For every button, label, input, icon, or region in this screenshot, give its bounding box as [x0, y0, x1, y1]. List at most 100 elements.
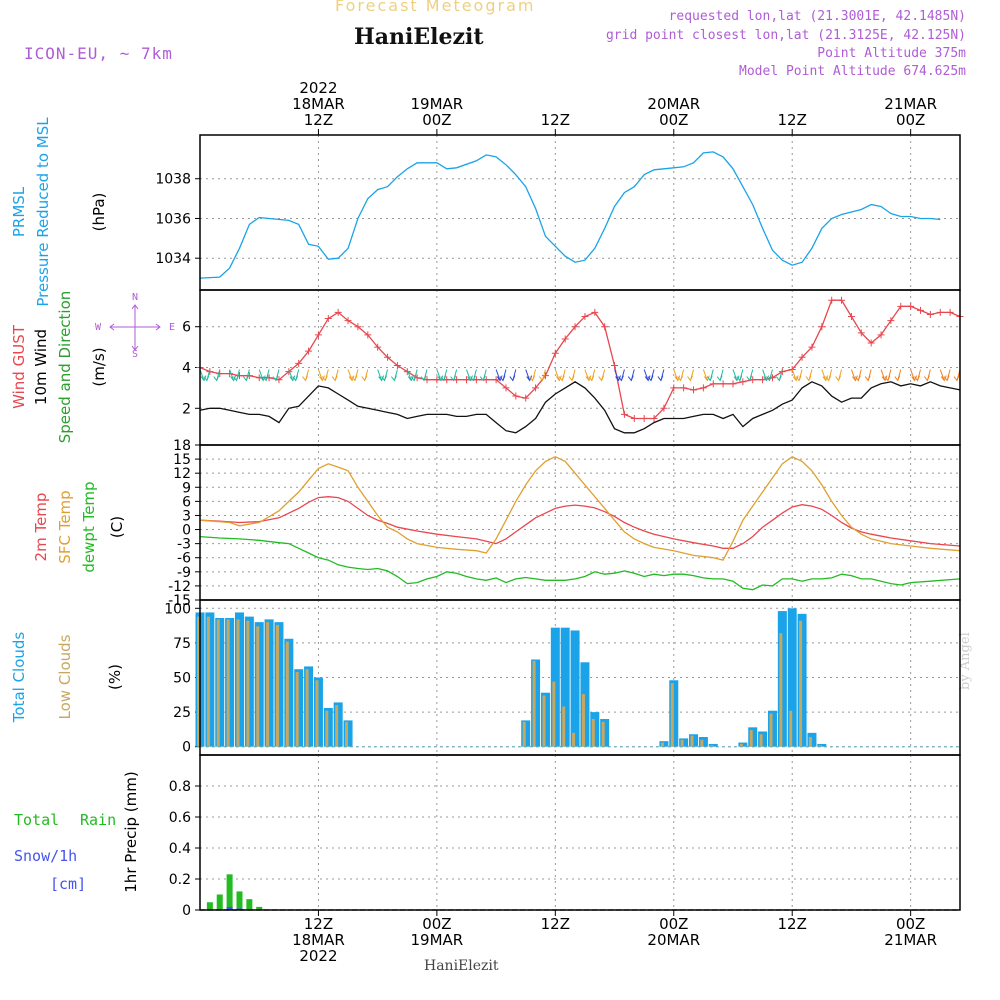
gust-marker — [324, 315, 332, 323]
wind-direction-arrow — [262, 369, 270, 382]
gust-marker — [245, 372, 253, 380]
y-tick-label: 6 — [182, 320, 191, 336]
wind-direction-arrow — [766, 369, 773, 382]
gust-marker — [344, 317, 352, 325]
series-line-sfc_temp — [199, 455, 961, 561]
gust-marker — [838, 296, 846, 304]
wind-direction-arrow — [643, 369, 651, 382]
y-tick-label: -3 — [177, 537, 191, 553]
wind-direction-arrow — [835, 369, 843, 382]
gust-marker — [285, 368, 293, 376]
time-label-bottom: 21MAR — [884, 931, 937, 949]
y-tick-label: 0.6 — [169, 810, 191, 826]
wind-direction-arrow — [479, 369, 487, 382]
wind-direction-arrow — [203, 369, 211, 382]
wind-direction-arrow — [775, 369, 783, 382]
cloud-bar-low — [572, 732, 576, 747]
cloud-bar-low — [345, 721, 349, 747]
gust-marker — [719, 380, 727, 388]
gust-marker — [936, 308, 944, 316]
cloud-bar-low — [335, 705, 339, 747]
compass-cross-icon — [109, 304, 161, 351]
gust-marker — [946, 308, 954, 316]
wind-direction-arrow — [657, 369, 665, 382]
gust-marker — [226, 370, 234, 378]
wind-direction-arrow — [292, 369, 300, 382]
cloud-bar-low — [710, 745, 714, 747]
wind-direction-arrow — [242, 369, 250, 382]
gust-marker — [581, 313, 589, 321]
cloud-bar-low — [779, 633, 783, 747]
precip-unit: 1hr Precip (mm) — [122, 771, 140, 892]
wind-direction-arrow — [939, 369, 947, 382]
wind-direction-arrow — [910, 369, 918, 382]
wind-direction-arrow — [347, 369, 355, 382]
y-tick-label: 4 — [182, 361, 191, 377]
wind-direction-arrow — [410, 369, 418, 382]
rain-bar — [256, 906, 263, 910]
y-tick-label: 2 — [182, 401, 191, 417]
wind-direction-arrow — [706, 369, 714, 382]
station-name: HaniElezit — [354, 24, 484, 50]
series-line-temp — [199, 496, 961, 549]
series-line-dewpt — [199, 535, 961, 591]
compass-n: N — [132, 292, 138, 303]
time-label-bottom: 00Z — [896, 915, 925, 933]
wind-direction-arrow — [469, 369, 477, 382]
gust-marker — [867, 339, 875, 347]
y-tick-label: 0.2 — [169, 872, 191, 888]
gust-marker — [778, 368, 786, 376]
wind-direction-arrow — [525, 369, 533, 382]
gust-marker — [926, 310, 934, 318]
y-tick-label: 18 — [173, 438, 191, 454]
panel-frame — [199, 754, 961, 911]
time-label-bottom: 20MAR — [647, 931, 700, 949]
y-tick-label: 1038 — [155, 172, 191, 188]
y-tick-label: 9 — [182, 480, 191, 496]
wind-direction-arrow — [702, 369, 710, 382]
y-tick-label: -12 — [168, 579, 191, 595]
rain-bar — [216, 894, 223, 910]
cloud-bar-low — [295, 671, 299, 747]
cloud-bar-low — [246, 620, 250, 747]
gust-marker — [334, 308, 342, 316]
cloud-bar-low — [522, 721, 526, 747]
gust-marker — [798, 353, 806, 361]
wind-direction-arrow — [321, 369, 329, 382]
wind-direction-arrow — [317, 369, 325, 382]
cloud-bar-low — [799, 620, 803, 747]
cloud-bar-low — [818, 745, 822, 747]
wind-direction-arrow — [288, 369, 296, 382]
gust-marker — [512, 392, 520, 400]
wind-direction-arrow — [229, 369, 237, 382]
gust-marker — [877, 331, 885, 339]
gust-marker — [314, 331, 322, 339]
gust-marker — [680, 384, 688, 392]
gust-marker — [235, 372, 243, 380]
cloud-bar-low — [601, 721, 605, 747]
time-label-bottom: 2022 — [299, 947, 337, 965]
wind-direction-arrow — [805, 369, 813, 382]
y-tick-label: -15 — [168, 593, 191, 609]
wind-direction-arrow — [598, 369, 606, 382]
wind-unit: (m/s) — [90, 347, 108, 386]
wind-direction-arrow — [213, 369, 221, 382]
cloud-total-label: Total Clouds — [10, 632, 28, 724]
gust-marker — [828, 296, 836, 304]
temp-unit: (C) — [108, 516, 126, 538]
gust-marker — [640, 414, 648, 422]
wind-direction-arrow — [406, 369, 414, 382]
gust-marker — [897, 302, 905, 310]
y-tick-label: 100 — [164, 601, 191, 617]
wind-direction-arrow — [272, 369, 280, 382]
gust-marker — [522, 394, 530, 402]
panel-frame — [199, 134, 961, 291]
time-label-top: 12Z — [304, 111, 333, 129]
time-label-top: 18MAR — [292, 95, 345, 113]
gust-marker — [699, 384, 707, 392]
cloud-bar-low — [197, 616, 200, 747]
cloud-bar-low — [690, 735, 694, 747]
temp-sfc-label: SFC Temp — [56, 490, 74, 563]
gust-marker — [847, 313, 855, 321]
cloud-bar-low — [789, 710, 793, 747]
